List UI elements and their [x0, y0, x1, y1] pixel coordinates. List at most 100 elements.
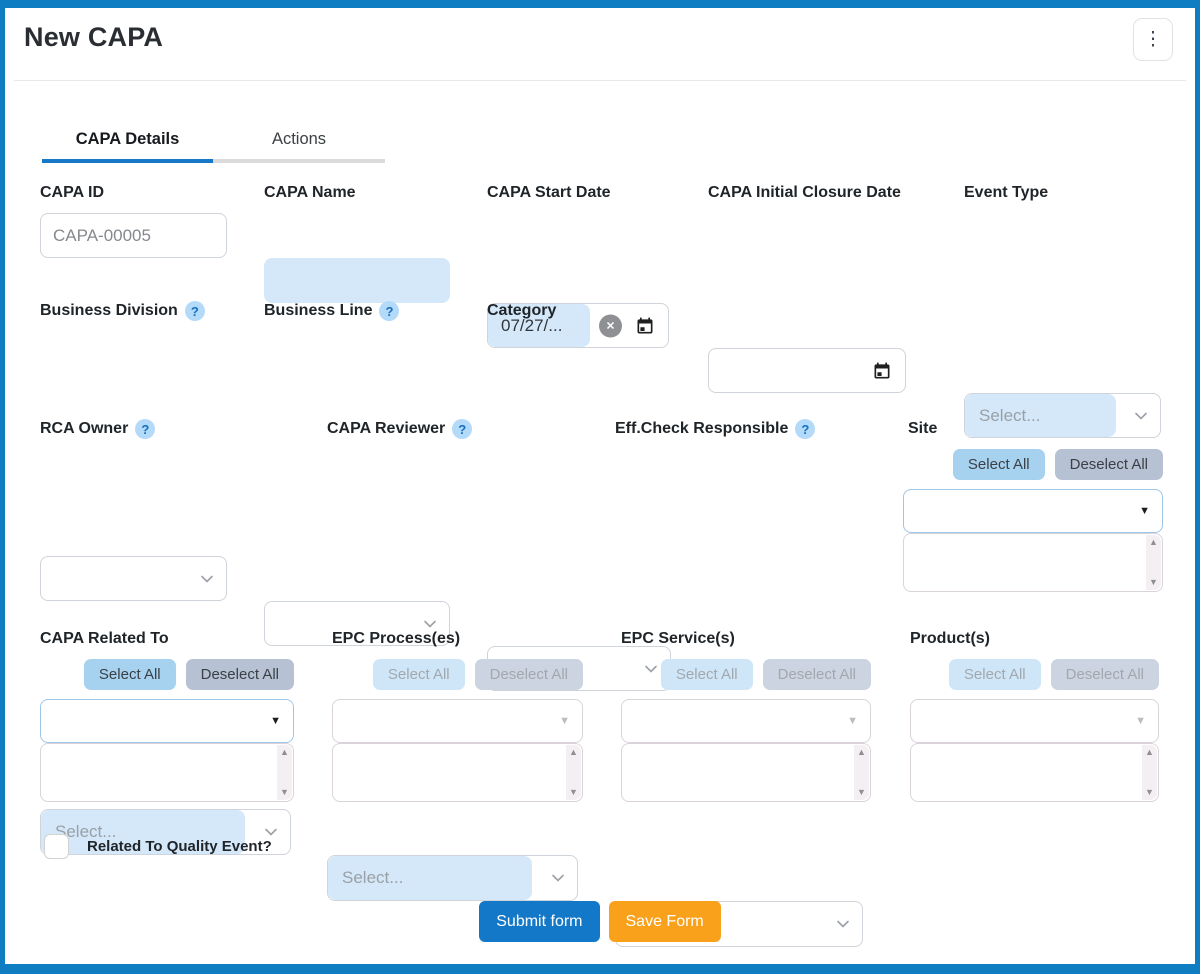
site-select-all-button[interactable]: Select All: [952, 449, 1045, 480]
scroll-up-icon[interactable]: ▲: [1149, 537, 1158, 547]
epc-services-listbox[interactable]: ▲ ▼: [621, 743, 871, 802]
rca-owner-placeholder: Select...: [55, 822, 117, 841]
site-group: Site Select All Deselect All ▼ ▲ ▼: [903, 418, 1163, 592]
business-line-select[interactable]: [264, 601, 450, 646]
page-title: New CAPA: [24, 22, 164, 52]
epc-processes-group: EPC Process(es) Select All Deselect All …: [332, 628, 583, 802]
calendar-icon[interactable]: [635, 316, 655, 336]
scroll-up-icon[interactable]: ▲: [280, 747, 289, 757]
epc-services-label: EPC Service(s): [621, 630, 735, 647]
capa-name-label: CAPA Name: [264, 184, 356, 201]
eff-check-responsible-label: Eff.Check Responsible ?: [615, 418, 816, 440]
scroll-down-icon[interactable]: ▼: [569, 787, 578, 797]
capa-reviewer-select[interactable]: Select...: [327, 855, 578, 901]
event-type-select[interactable]: Select...: [964, 393, 1161, 438]
help-icon[interactable]: ?: [452, 419, 473, 439]
save-form-button[interactable]: Save Form: [608, 901, 721, 942]
business-division-select[interactable]: [40, 556, 227, 601]
chevron-down-icon: [835, 916, 851, 932]
epc-services-scrollbar[interactable]: ▲ ▼: [854, 745, 869, 800]
event-type-placeholder: Select...: [979, 405, 1041, 425]
capa-initial-closure-date-label: CAPA Initial Closure Date: [708, 184, 901, 201]
chevron-down-icon: [199, 571, 215, 587]
products-scrollbar[interactable]: ▲ ▼: [1142, 745, 1157, 800]
site-buttons: Select All Deselect All: [903, 449, 1163, 480]
kebab-menu-button[interactable]: ⋮: [1133, 18, 1173, 61]
help-icon[interactable]: ?: [795, 419, 816, 439]
chevron-down-icon: [422, 616, 438, 632]
epc-services-select-all-button[interactable]: Select All: [660, 659, 753, 690]
scroll-up-icon[interactable]: ▲: [857, 747, 866, 757]
epc-processes-combobox[interactable]: ▼: [332, 699, 583, 743]
capa-related-to-deselect-all-button[interactable]: Deselect All: [185, 659, 294, 690]
capa-start-date-value: 07/27/...: [501, 315, 563, 335]
capa-name-field[interactable]: [264, 258, 450, 303]
capa-start-date-field[interactable]: 07/27/... ✕: [487, 303, 669, 348]
tab-inactive-underline: [213, 159, 385, 163]
help-icon[interactable]: ?: [184, 301, 205, 321]
dropdown-triangle-icon: ▼: [1139, 505, 1150, 517]
products-listbox[interactable]: ▲ ▼: [910, 743, 1159, 802]
dropdown-triangle-icon: ▼: [270, 715, 281, 727]
footer-actions: Submit form Save Form: [5, 901, 1195, 942]
capa-related-to-listbox[interactable]: ▲ ▼: [40, 743, 294, 802]
site-deselect-all-button[interactable]: Deselect All: [1054, 449, 1163, 480]
scroll-down-icon[interactable]: ▼: [1145, 787, 1154, 797]
help-icon[interactable]: ?: [379, 301, 400, 321]
site-listbox[interactable]: ▲ ▼: [903, 533, 1163, 592]
scroll-down-icon[interactable]: ▼: [1149, 577, 1158, 587]
epc-services-combobox[interactable]: ▼: [621, 699, 871, 743]
products-deselect-all-button[interactable]: Deselect All: [1050, 659, 1159, 690]
capa-name-input[interactable]: [265, 259, 449, 302]
scroll-up-icon[interactable]: ▲: [1145, 747, 1154, 757]
epc-services-deselect-all-button[interactable]: Deselect All: [762, 659, 871, 690]
chevron-down-icon: [550, 870, 566, 886]
submit-form-button[interactable]: Submit form: [479, 901, 600, 942]
capa-reviewer-label: CAPA Reviewer ?: [327, 418, 473, 440]
epc-processes-buttons: Select All Deselect All: [332, 659, 583, 690]
kebab-menu-icon: ⋮: [1143, 29, 1163, 50]
epc-services-group: EPC Service(s) Select All Deselect All ▼…: [621, 628, 871, 802]
help-icon[interactable]: ?: [135, 419, 156, 439]
calendar-icon[interactable]: [872, 361, 892, 381]
capa-related-to-select-all-button[interactable]: Select All: [83, 659, 176, 690]
category-label: Category: [487, 302, 557, 319]
capa-start-date-label: CAPA Start Date: [487, 184, 611, 201]
tab-capa-details[interactable]: CAPA Details: [42, 124, 213, 163]
related-to-quality-event-checkbox[interactable]: [44, 834, 69, 859]
business-division-label: Business Division ?: [40, 300, 205, 322]
event-type-fill: [965, 394, 1116, 437]
tab-active-underline: [42, 159, 213, 163]
site-label: Site: [908, 420, 938, 437]
chevron-down-icon: [263, 824, 279, 840]
capa-related-to-scrollbar[interactable]: ▲ ▼: [277, 745, 292, 800]
epc-processes-deselect-all-button[interactable]: Deselect All: [474, 659, 583, 690]
dropdown-triangle-icon: ▼: [1135, 715, 1146, 727]
rca-owner-select[interactable]: Select...: [40, 809, 291, 855]
site-combobox[interactable]: ▼: [903, 489, 1163, 533]
capa-id-field[interactable]: [40, 213, 227, 258]
scroll-up-icon[interactable]: ▲: [569, 747, 578, 757]
dropdown-triangle-icon: ▼: [847, 715, 858, 727]
site-scrollbar[interactable]: ▲ ▼: [1146, 535, 1161, 590]
epc-processes-scrollbar[interactable]: ▲ ▼: [566, 745, 581, 800]
chevron-down-icon: [1133, 408, 1149, 424]
scroll-down-icon[interactable]: ▼: [857, 787, 866, 797]
capa-related-to-buttons: Select All Deselect All: [40, 659, 294, 690]
capa-initial-closure-date-field[interactable]: [708, 348, 906, 393]
tab-actions[interactable]: Actions: [213, 124, 385, 163]
clear-date-icon[interactable]: ✕: [599, 314, 622, 337]
products-group: Product(s) Select All Deselect All ▼ ▲ ▼: [910, 628, 1159, 802]
related-to-quality-event-label: Related To Quality Event?: [87, 838, 272, 855]
products-select-all-button[interactable]: Select All: [948, 659, 1041, 690]
epc-processes-select-all-button[interactable]: Select All: [372, 659, 465, 690]
scroll-down-icon[interactable]: ▼: [280, 787, 289, 797]
capa-id-input[interactable]: [41, 214, 226, 257]
epc-processes-listbox[interactable]: ▲ ▼: [332, 743, 583, 802]
products-combobox[interactable]: ▼: [910, 699, 1159, 743]
capa-related-to-combobox[interactable]: ▼: [40, 699, 294, 743]
event-type-label: Event Type: [964, 184, 1049, 201]
chevron-down-icon: [643, 661, 659, 677]
products-buttons: Select All Deselect All: [910, 659, 1159, 690]
epc-processes-label: EPC Process(es): [332, 630, 461, 647]
